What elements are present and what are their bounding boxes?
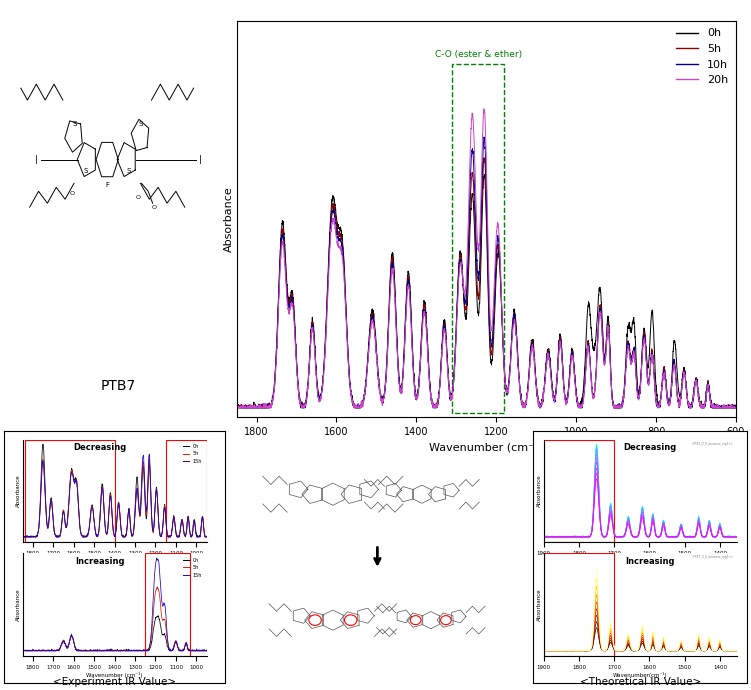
X-axis label: Wavenumber (cm⁻¹): Wavenumber (cm⁻¹)	[430, 443, 543, 453]
20h	[731, 404, 740, 412]
Text: S: S	[84, 168, 89, 175]
10h	[731, 404, 740, 412]
Text: O: O	[151, 205, 156, 210]
10h	[242, 404, 251, 412]
0h	[295, 394, 304, 402]
X-axis label: Wavenumber(cm⁻¹): Wavenumber(cm⁻¹)	[614, 671, 668, 678]
Bar	[25, 440, 114, 542]
20h	[540, 383, 549, 391]
Bar	[145, 553, 190, 655]
Legend: 0h, 5h, 15h: 0h, 5h, 15h	[181, 442, 204, 466]
Text: S: S	[138, 121, 143, 127]
10h	[518, 402, 527, 410]
Text: <Experiment IR Value>: <Experiment IR Value>	[53, 677, 176, 687]
Text: <PTB7_O_O_benzene_mg2+>: <PTB7_O_O_benzene_mg2+>	[692, 555, 734, 560]
Text: Decreasing: Decreasing	[73, 443, 126, 452]
Y-axis label: Absorbance: Absorbance	[537, 474, 542, 507]
Text: Increasing: Increasing	[626, 557, 675, 566]
20h	[674, 399, 683, 407]
Text: <Theoretical IR Value>: <Theoretical IR Value>	[580, 677, 701, 687]
Text: O: O	[69, 191, 74, 196]
10h	[540, 382, 549, 390]
Line: 10h: 10h	[237, 137, 736, 408]
5h	[232, 404, 241, 412]
Y-axis label: Absorbance: Absorbance	[16, 588, 21, 621]
5h	[674, 400, 683, 408]
Bar	[544, 553, 614, 655]
20h	[479, 105, 488, 113]
Text: S: S	[126, 168, 131, 175]
Text: S: S	[73, 121, 77, 127]
10h	[674, 398, 683, 406]
X-axis label: Wavenumber (cm⁻¹): Wavenumber (cm⁻¹)	[86, 671, 143, 678]
0h	[674, 388, 683, 397]
5h	[731, 404, 740, 412]
Bar	[166, 440, 207, 542]
0h	[242, 403, 251, 411]
Text: O: O	[136, 195, 140, 199]
Text: Increasing: Increasing	[75, 557, 125, 566]
20h	[232, 404, 241, 412]
Bar	[544, 440, 614, 542]
0h	[232, 404, 241, 412]
5h	[644, 377, 653, 385]
X-axis label: Wavenumber (cm⁻¹): Wavenumber (cm⁻¹)	[86, 558, 143, 564]
20h	[644, 377, 653, 386]
Line: 5h: 5h	[237, 158, 736, 408]
0h	[518, 401, 527, 409]
Text: F: F	[105, 182, 109, 188]
5h	[518, 400, 527, 408]
Legend: 0h, 5h, 15h: 0h, 5h, 15h	[181, 556, 204, 580]
5h	[295, 396, 304, 404]
10h	[645, 375, 654, 384]
20h	[731, 404, 740, 412]
Line: 20h: 20h	[237, 109, 736, 408]
Legend: 0h, 5h, 10h, 20h: 0h, 5h, 10h, 20h	[674, 26, 731, 88]
5h	[242, 402, 251, 411]
Y-axis label: Absorbance: Absorbance	[16, 474, 21, 507]
Text: |: |	[35, 155, 38, 164]
5h	[731, 403, 740, 411]
Text: C-O (ester & ether): C-O (ester & ether)	[435, 50, 522, 59]
Text: |: |	[199, 155, 202, 164]
Text: Decreasing: Decreasing	[623, 443, 677, 452]
Y-axis label: Absorbance: Absorbance	[224, 186, 234, 252]
20h	[295, 397, 304, 405]
0h	[644, 351, 653, 359]
Y-axis label: Absorbance: Absorbance	[537, 588, 542, 621]
Bar	[452, 64, 504, 413]
20h	[242, 404, 251, 412]
5h	[540, 384, 549, 393]
0h	[540, 385, 549, 393]
20h	[518, 399, 527, 407]
Line: 0h: 0h	[237, 175, 736, 408]
Text: <PTB7_O_O_benzene_mg2+>: <PTB7_O_O_benzene_mg2+>	[692, 442, 734, 446]
0h	[731, 403, 740, 411]
5h	[480, 154, 489, 162]
Text: PTB7: PTB7	[101, 379, 136, 393]
10h	[295, 396, 304, 404]
0h	[731, 404, 740, 412]
10h	[480, 132, 489, 141]
0h	[480, 170, 489, 179]
X-axis label: Wavenumber(cm⁻¹): Wavenumber(cm⁻¹)	[614, 558, 668, 564]
10h	[232, 401, 241, 409]
